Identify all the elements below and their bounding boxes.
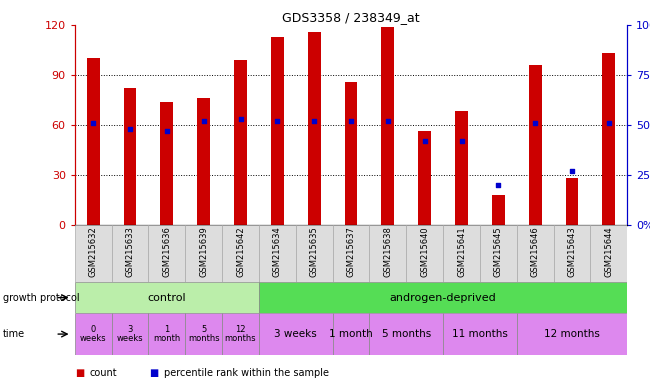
Text: GSM215643: GSM215643: [567, 227, 577, 277]
Point: [456, 138, 467, 144]
Text: 11 months: 11 months: [452, 329, 508, 339]
Bar: [344, 81, 358, 225]
Text: 3 weeks: 3 weeks: [274, 329, 317, 339]
Bar: [75, 313, 112, 355]
Bar: [185, 313, 222, 355]
Bar: [161, 101, 174, 225]
Bar: [369, 313, 443, 355]
Point: [419, 138, 430, 144]
Point: [125, 126, 135, 132]
Bar: [590, 225, 627, 282]
Bar: [271, 36, 284, 225]
Text: GSM215641: GSM215641: [457, 227, 466, 277]
Text: 0
weeks: 0 weeks: [80, 325, 107, 343]
Bar: [333, 313, 369, 355]
Bar: [197, 98, 210, 225]
Bar: [307, 31, 320, 225]
Bar: [259, 282, 627, 313]
Bar: [222, 225, 259, 282]
Text: androgen-deprived: androgen-deprived: [390, 293, 497, 303]
Bar: [75, 225, 112, 282]
Text: control: control: [148, 293, 186, 303]
Bar: [112, 313, 148, 355]
Bar: [443, 225, 480, 282]
Text: GSM215633: GSM215633: [125, 227, 135, 277]
Point: [235, 116, 246, 122]
Point: [309, 118, 319, 124]
Text: 1 month: 1 month: [329, 329, 373, 339]
Bar: [455, 111, 468, 225]
Bar: [148, 313, 185, 355]
Text: ■: ■: [75, 368, 84, 378]
Point: [272, 118, 283, 124]
Bar: [259, 313, 333, 355]
Text: 12
months: 12 months: [225, 325, 256, 343]
Point: [493, 182, 504, 188]
Text: GSM215642: GSM215642: [236, 227, 245, 277]
Bar: [333, 225, 369, 282]
Text: GSM215635: GSM215635: [309, 227, 318, 277]
Bar: [418, 131, 431, 225]
Bar: [148, 225, 185, 282]
Bar: [517, 313, 627, 355]
Text: 3
weeks: 3 weeks: [117, 325, 143, 343]
Point: [383, 118, 393, 124]
Bar: [603, 53, 616, 225]
Text: GSM215632: GSM215632: [88, 227, 98, 277]
Point: [346, 118, 356, 124]
Text: GSM215639: GSM215639: [199, 227, 208, 277]
Text: GSM215638: GSM215638: [384, 227, 393, 277]
Point: [567, 168, 577, 174]
Text: time: time: [3, 329, 25, 339]
Text: 1
month: 1 month: [153, 325, 181, 343]
Text: 12 months: 12 months: [544, 329, 600, 339]
Text: percentile rank within the sample: percentile rank within the sample: [164, 368, 329, 378]
Bar: [185, 225, 222, 282]
Point: [198, 118, 209, 124]
Bar: [443, 313, 517, 355]
Bar: [517, 225, 554, 282]
Point: [88, 120, 98, 126]
Text: GSM215645: GSM215645: [494, 227, 503, 277]
Bar: [259, 225, 296, 282]
Point: [530, 120, 540, 126]
Text: 5 months: 5 months: [382, 329, 431, 339]
Bar: [86, 58, 99, 225]
Text: growth protocol: growth protocol: [3, 293, 80, 303]
Point: [162, 128, 172, 134]
Text: GSM215637: GSM215637: [346, 227, 356, 277]
Bar: [554, 225, 590, 282]
Bar: [480, 225, 517, 282]
Text: ■: ■: [150, 368, 159, 378]
Text: GSM215646: GSM215646: [530, 227, 540, 277]
Bar: [528, 65, 541, 225]
Bar: [566, 178, 578, 225]
Text: GSM215634: GSM215634: [273, 227, 282, 277]
Text: GSM215636: GSM215636: [162, 227, 172, 277]
Bar: [222, 313, 259, 355]
Bar: [382, 26, 395, 225]
Bar: [234, 60, 247, 225]
Text: count: count: [89, 368, 117, 378]
Title: GDS3358 / 238349_at: GDS3358 / 238349_at: [282, 11, 420, 24]
Text: 5
months: 5 months: [188, 325, 220, 343]
Bar: [112, 225, 148, 282]
Text: GSM215640: GSM215640: [420, 227, 429, 277]
Bar: [124, 88, 136, 225]
Text: GSM215644: GSM215644: [604, 227, 614, 277]
Bar: [296, 225, 333, 282]
Point: [604, 120, 614, 126]
Bar: [75, 282, 259, 313]
Bar: [406, 225, 443, 282]
Bar: [369, 225, 406, 282]
Bar: [492, 195, 505, 225]
